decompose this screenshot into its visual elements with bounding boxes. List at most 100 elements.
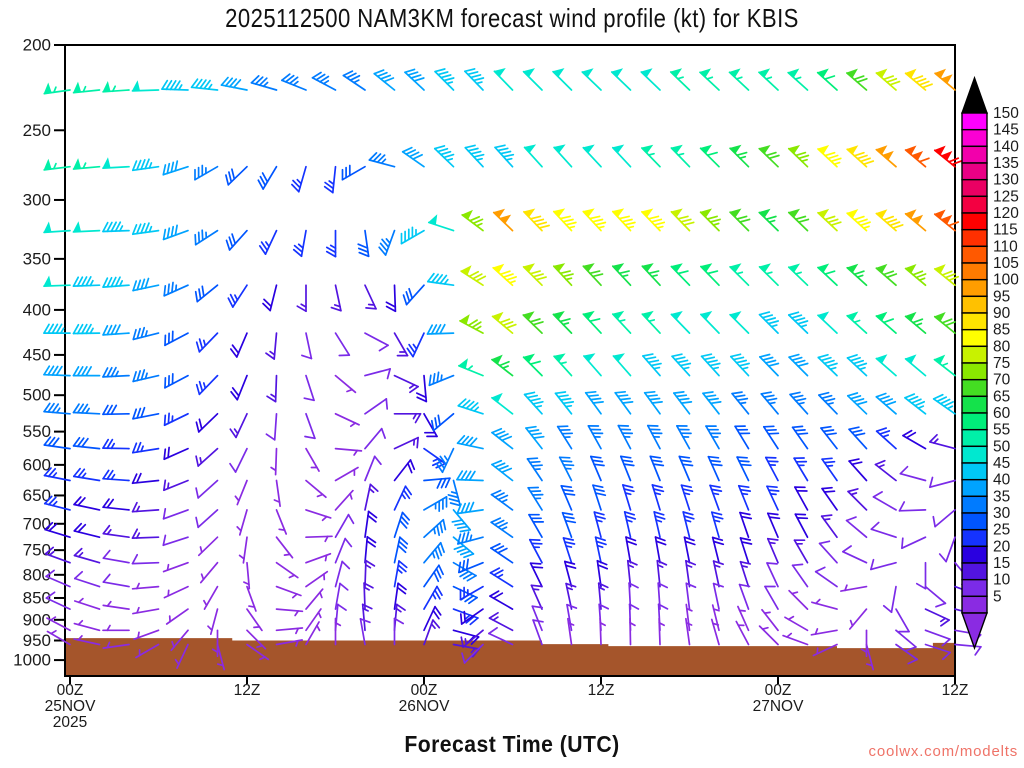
- wind-barb: [526, 457, 543, 482]
- wind-barb: [334, 412, 360, 428]
- wind-barb: [933, 312, 956, 334]
- y-tick-label: 550: [23, 422, 51, 441]
- wind-barb: [789, 391, 809, 415]
- wind-barb: [699, 310, 720, 334]
- wind-barb: [400, 226, 425, 245]
- wind-barb: [875, 263, 898, 287]
- wind-barb: [291, 165, 307, 193]
- wind-barb: [929, 476, 956, 489]
- wind-barb: [393, 436, 419, 450]
- wind-barb: [711, 604, 720, 632]
- wind-barb: [216, 643, 226, 671]
- wind-barb: [954, 643, 982, 656]
- wind-barb: [758, 311, 780, 334]
- wind-barb: [531, 605, 544, 632]
- colorbar-label: 5: [993, 588, 1002, 605]
- watermark-link[interactable]: coolwx.com/modelts: [868, 743, 1018, 760]
- wind-barb: [423, 518, 447, 539]
- wind-barb: [895, 643, 919, 665]
- colorbar-label: 15: [993, 555, 1010, 572]
- wind-barb: [762, 425, 780, 450]
- wind-barb: [654, 536, 667, 564]
- wind-barb: [275, 536, 294, 559]
- wind-barb: [525, 425, 545, 450]
- wind-barb: [875, 68, 901, 91]
- colorbar-cell: [961, 328, 988, 348]
- wind-barb: [73, 619, 101, 632]
- wind-barb: [385, 284, 397, 313]
- wind-barb: [766, 562, 779, 588]
- wind-barb: [523, 144, 543, 168]
- wind-barb: [817, 145, 842, 168]
- wind-barb: [404, 68, 425, 91]
- wind-barb: [102, 80, 130, 93]
- wind-barb: [301, 332, 313, 360]
- wind-barb: [560, 485, 576, 511]
- wind-barb: [102, 221, 130, 233]
- wind-barb: [737, 484, 752, 511]
- colorbar-cell: [961, 312, 988, 331]
- wind-barb: [671, 353, 692, 377]
- wind-barb: [334, 582, 349, 610]
- wind-barb: [702, 391, 722, 415]
- wind-barb: [170, 629, 189, 652]
- wind-barb: [131, 582, 160, 590]
- colorbar-cell: [961, 428, 988, 448]
- wind-barb: [305, 535, 333, 543]
- y-tick-label: 800: [23, 565, 51, 584]
- wind-barb: [904, 209, 927, 232]
- wind-barb: [610, 68, 632, 91]
- wind-barb: [305, 447, 320, 472]
- wind-barb: [566, 603, 578, 632]
- wind-barb: [729, 263, 750, 287]
- wind-barb: [611, 144, 632, 168]
- wind-barb: [731, 391, 750, 415]
- colorbar: 1501451401351301251201151101051009590858…: [961, 75, 1019, 651]
- wind-barb: [846, 392, 868, 415]
- wind-barb: [788, 353, 809, 377]
- wind-barb: [364, 535, 377, 564]
- wind-barb: [364, 284, 377, 310]
- y-tick-label: 500: [23, 386, 51, 405]
- wind-barb: [43, 467, 71, 482]
- wind-barb: [43, 82, 71, 95]
- wind-barb: [102, 276, 130, 288]
- wind-barb: [459, 314, 484, 334]
- wind-barb: [163, 281, 189, 297]
- wind-barb: [220, 76, 248, 91]
- wind-barb: [685, 559, 697, 588]
- wind-barb: [729, 208, 751, 232]
- wind-barb: [423, 564, 444, 588]
- wind-barb: [238, 536, 248, 564]
- colorbar-label: 100: [993, 272, 1019, 289]
- x-tick-label: 12Z: [942, 682, 969, 699]
- wind-barb: [373, 69, 396, 91]
- wind-barb: [452, 561, 477, 582]
- wind-barb: [364, 368, 391, 380]
- y-tick-label: 450: [23, 345, 51, 364]
- wind-barb: [275, 627, 304, 635]
- wind-barb: [563, 560, 577, 588]
- wind-barb: [875, 354, 897, 377]
- wind-barb: [43, 495, 71, 511]
- wind-barb: [643, 390, 663, 415]
- colorbar-cell: [961, 262, 988, 281]
- wind-barb: [457, 398, 484, 415]
- wind-barb: [72, 158, 101, 170]
- wind-barb: [528, 538, 543, 564]
- wind-barb: [875, 392, 897, 415]
- wind-barb: [611, 310, 632, 334]
- wind-barb: [229, 447, 248, 473]
- wind-barb: [791, 563, 809, 588]
- wind-barb: [552, 310, 573, 334]
- wind-barb: [846, 263, 868, 287]
- wind-barb: [766, 512, 781, 539]
- wind-barb: [162, 160, 189, 176]
- wind-barb: [305, 608, 322, 632]
- wind-barb: [818, 391, 838, 415]
- wind-barb: [556, 425, 574, 450]
- colorbar-cell: [961, 595, 988, 614]
- wind-barb: [163, 412, 189, 427]
- wind-barb: [401, 146, 425, 168]
- y-tick-label: 900: [23, 610, 51, 629]
